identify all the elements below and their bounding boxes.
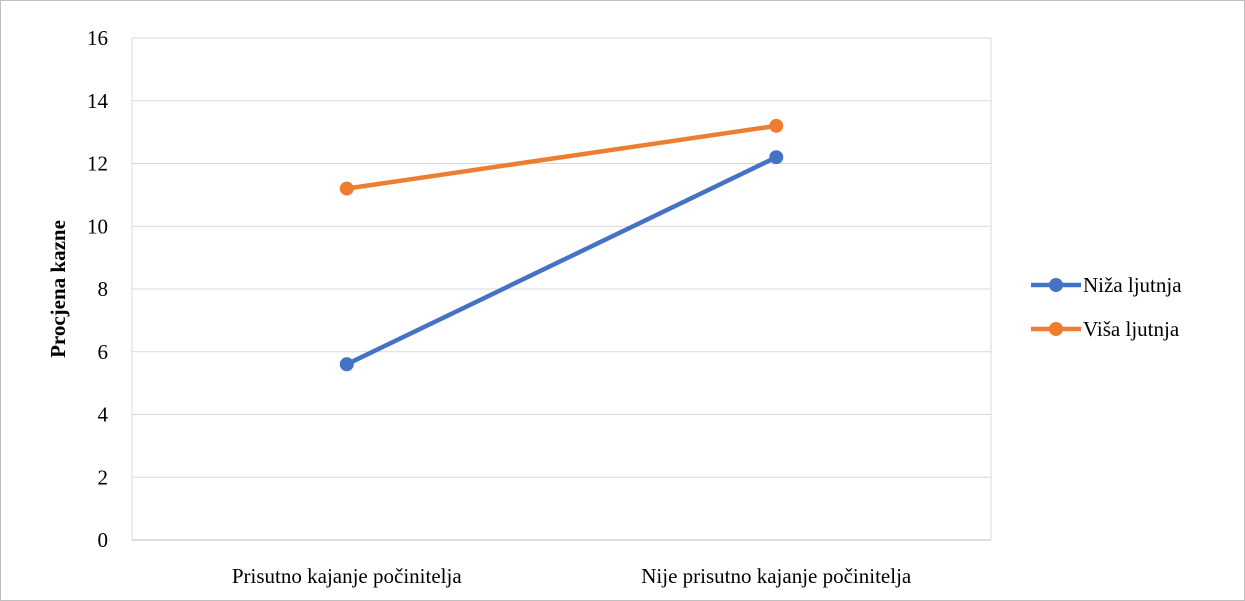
y-axis-ticks: 0 2 4 6 8 10 12 14 16: [87, 26, 109, 552]
legend: Niža ljutnja Viša ljutnja: [1031, 273, 1182, 341]
y-tick-label: 12: [87, 152, 108, 176]
y-axis-label: Procjena kazne: [46, 220, 70, 358]
series-layer: [339, 118, 784, 372]
x-axis-ticks: Prisutno kajanje počinitelja Nije prisutn…: [232, 564, 912, 588]
legend-marker: [1049, 278, 1063, 292]
y-tick-label: 6: [98, 340, 109, 364]
y-tick-label: 2: [98, 465, 109, 489]
y-tick-label: 16: [87, 26, 108, 50]
gridlines: [131, 37, 992, 541]
data-point: [769, 118, 784, 133]
legend-marker: [1049, 322, 1063, 336]
y-tick-label: 14: [87, 89, 109, 113]
legend-label: Niža ljutnja: [1083, 273, 1182, 297]
y-tick-label: 0: [98, 528, 109, 552]
y-tick-label: 8: [98, 277, 109, 301]
series-line-1: [344, 154, 779, 367]
data-point: [339, 357, 354, 372]
data-point: [339, 181, 354, 196]
series-line-2: [344, 123, 779, 191]
y-tick-label: 4: [98, 403, 109, 427]
x-tick-label: Prisutno kajanje počinitelja: [232, 564, 462, 588]
legend-label: Viša ljutnja: [1083, 317, 1180, 341]
x-tick-label: Nije prisutno kajanje počinitelja: [641, 564, 912, 588]
y-tick-label: 10: [87, 214, 108, 238]
data-point: [769, 150, 784, 165]
